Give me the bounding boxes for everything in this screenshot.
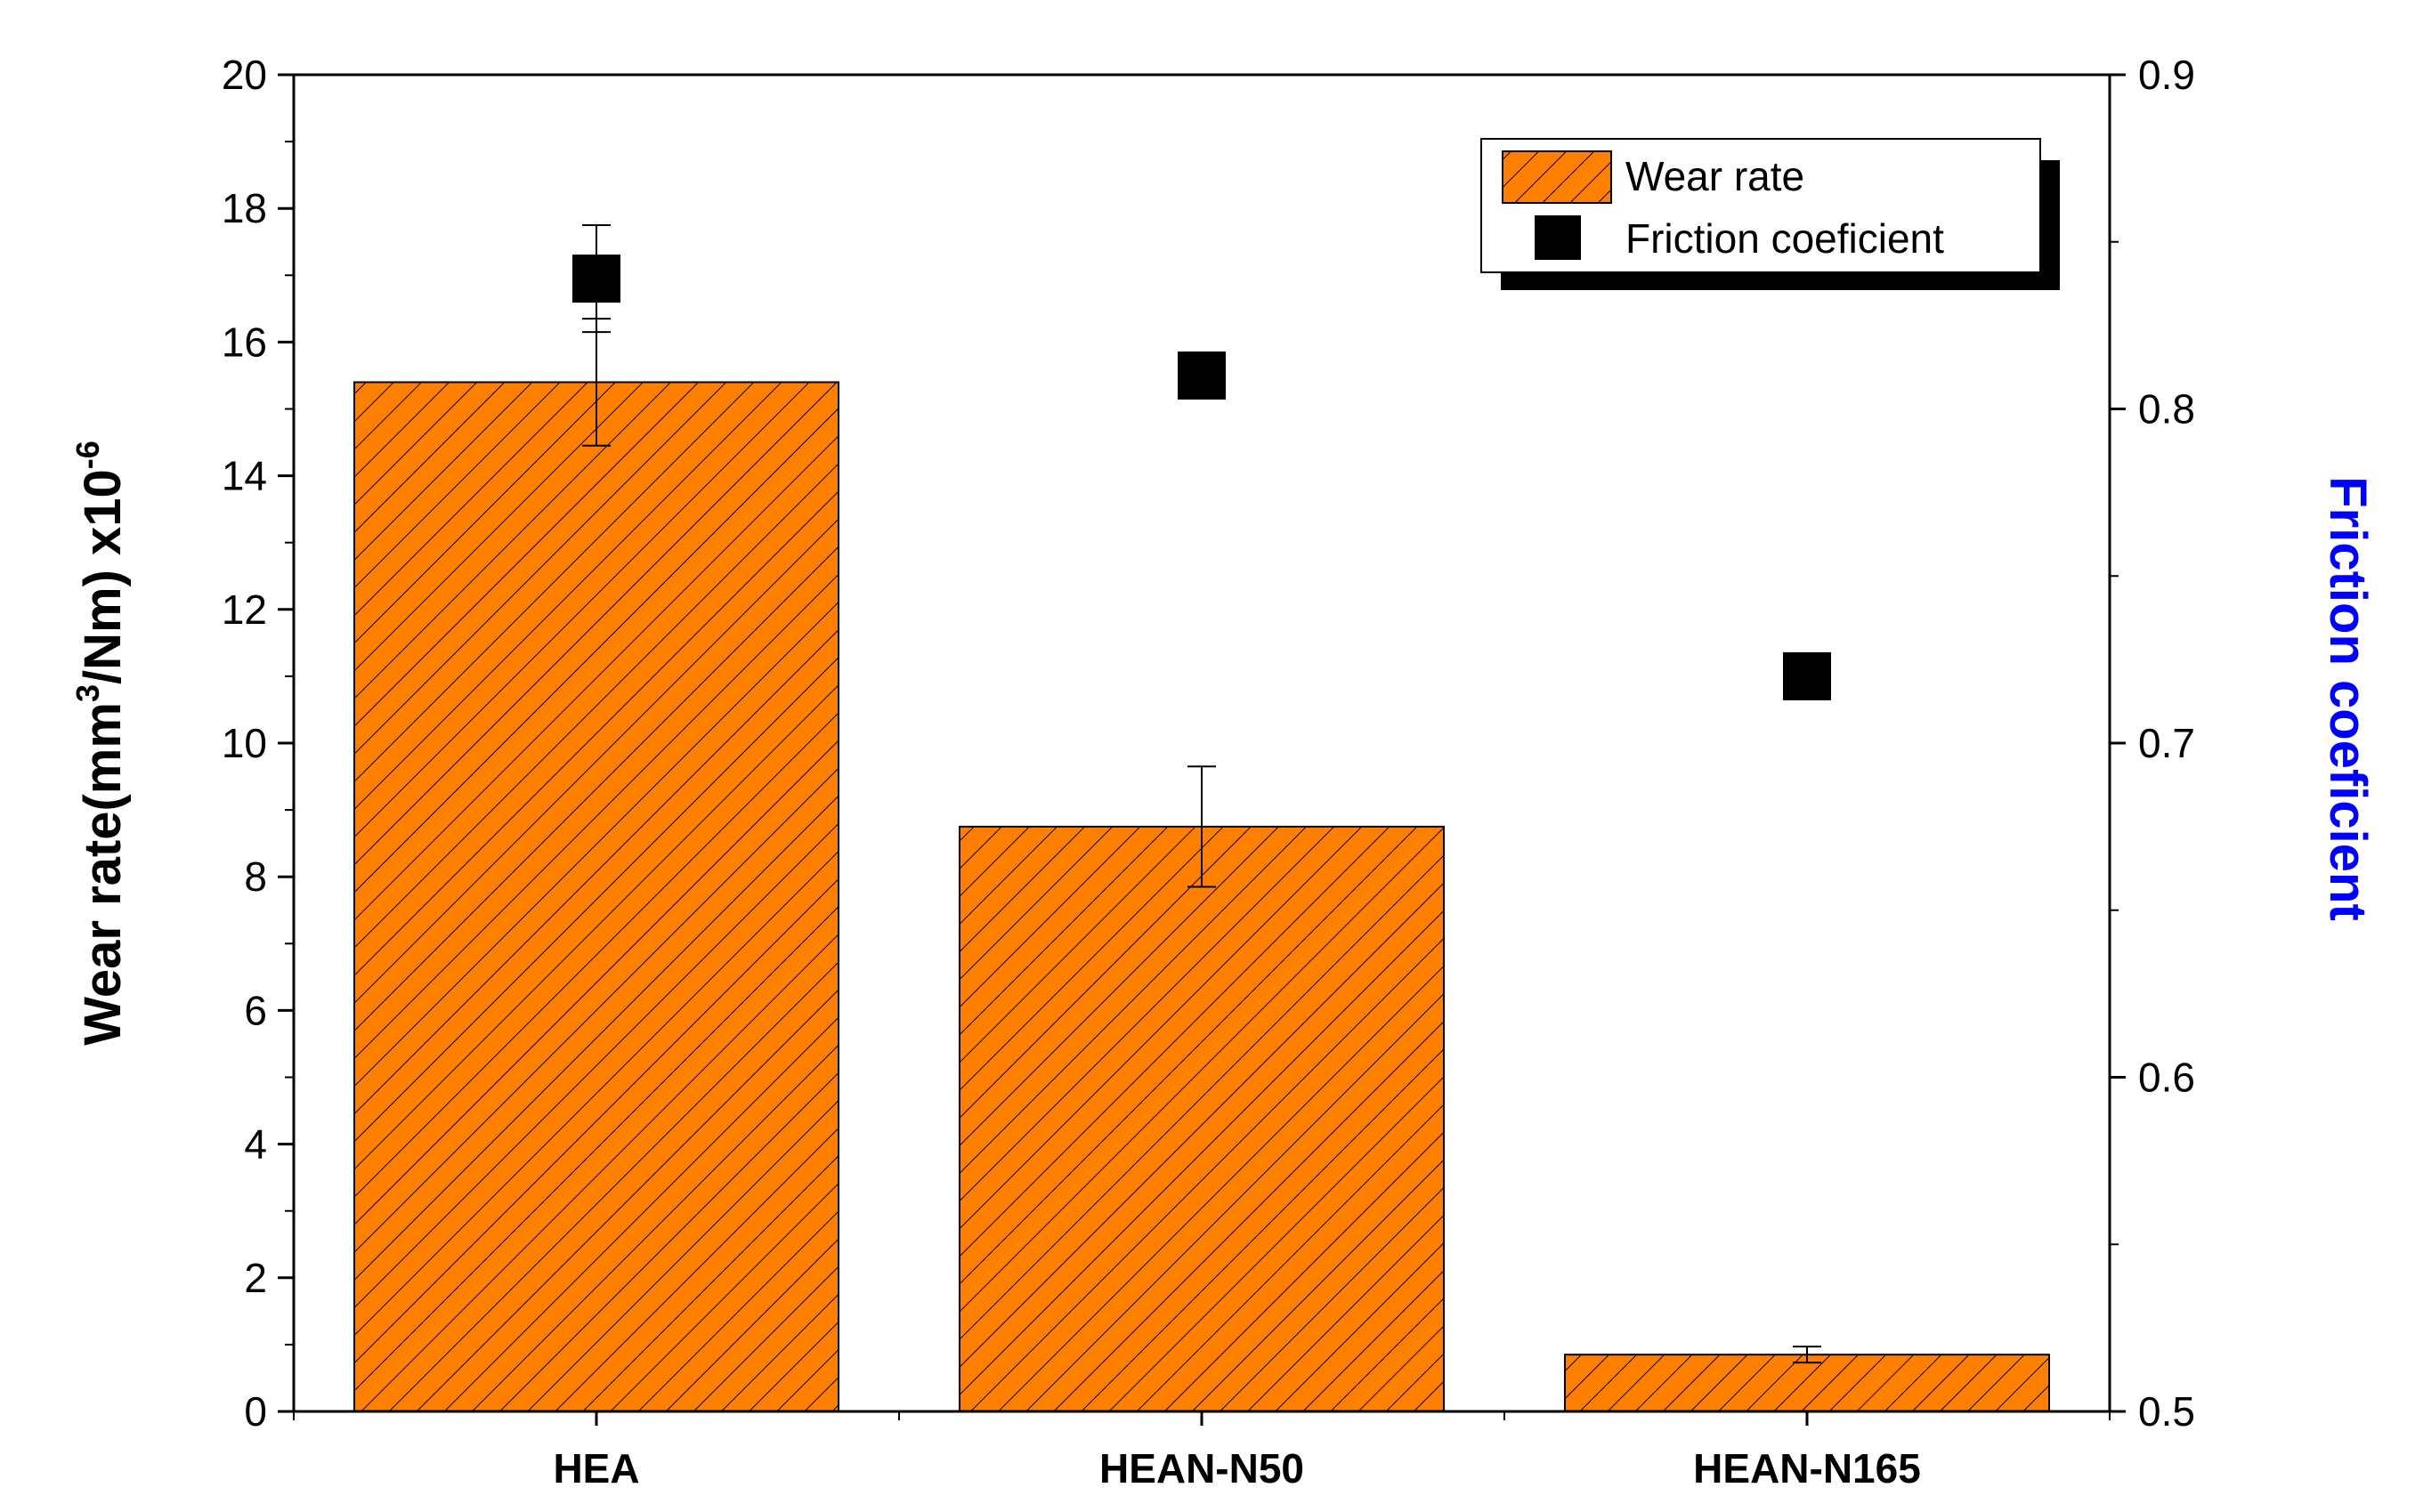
friction-point xyxy=(572,255,620,303)
category-label: HEA xyxy=(553,1445,639,1492)
left-tick-label: 20 xyxy=(222,52,267,98)
left-axis-title-sup2: -6 xyxy=(69,441,106,469)
legend-marker-friction xyxy=(1535,215,1581,260)
left-axis-ticks: 0 2 4 6 8 10 12 14 16 18 20 xyxy=(222,52,294,1435)
left-tick-label: 18 xyxy=(222,185,267,231)
right-tick-label: 0.6 xyxy=(2138,1055,2195,1101)
legend: Wear rate Friction coeficient xyxy=(1480,138,2060,290)
left-tick-label: 12 xyxy=(222,586,267,633)
wear-rate-bars xyxy=(353,318,2050,1413)
left-tick-label: 14 xyxy=(222,453,267,499)
legend-swatch-wear-rate xyxy=(1502,150,1612,204)
left-axis-title-mid: /Nm) x10 xyxy=(74,469,132,684)
right-axis-ticks: 0.5 0.6 0.7 0.8 0.9 xyxy=(2110,52,2195,1435)
left-tick-label: 4 xyxy=(244,1121,267,1168)
wear-rate-bar xyxy=(959,825,1445,1412)
left-axis-title-sup1: 3 xyxy=(69,684,106,702)
right-tick-label: 0.5 xyxy=(2138,1388,2195,1435)
right-tick-label: 0.7 xyxy=(2138,720,2195,766)
left-axis-title: Wear rate(mm3/Nm) x10-6 xyxy=(69,441,132,1046)
left-tick-label: 0 xyxy=(244,1388,267,1435)
left-tick-label: 6 xyxy=(244,987,267,1033)
left-axis-title-main: Wear rate(mm xyxy=(74,702,132,1046)
left-tick-label: 2 xyxy=(244,1255,267,1301)
right-tick-label: 0.8 xyxy=(2138,386,2195,433)
friction-markers xyxy=(572,223,1831,700)
left-tick-label: 16 xyxy=(222,319,267,365)
left-tick-label: 8 xyxy=(244,853,267,900)
wear-rate-bar xyxy=(353,381,839,1413)
friction-point xyxy=(1783,651,1831,700)
legend-label-wear-rate: Wear rate xyxy=(1625,153,1804,199)
left-tick-label: 10 xyxy=(222,720,267,766)
right-tick-label: 0.9 xyxy=(2138,52,2195,98)
category-label: HEAN-N50 xyxy=(1099,1445,1304,1492)
legend-label-friction: Friction coeficient xyxy=(1625,215,1944,262)
right-axis-title: Friction coeficient xyxy=(2319,476,2377,921)
bottom-axis-ticks: HEA HEAN-N50 HEAN-N165 xyxy=(293,1411,2111,1492)
friction-point xyxy=(1178,351,1226,400)
category-label: HEAN-N165 xyxy=(1693,1445,1921,1492)
